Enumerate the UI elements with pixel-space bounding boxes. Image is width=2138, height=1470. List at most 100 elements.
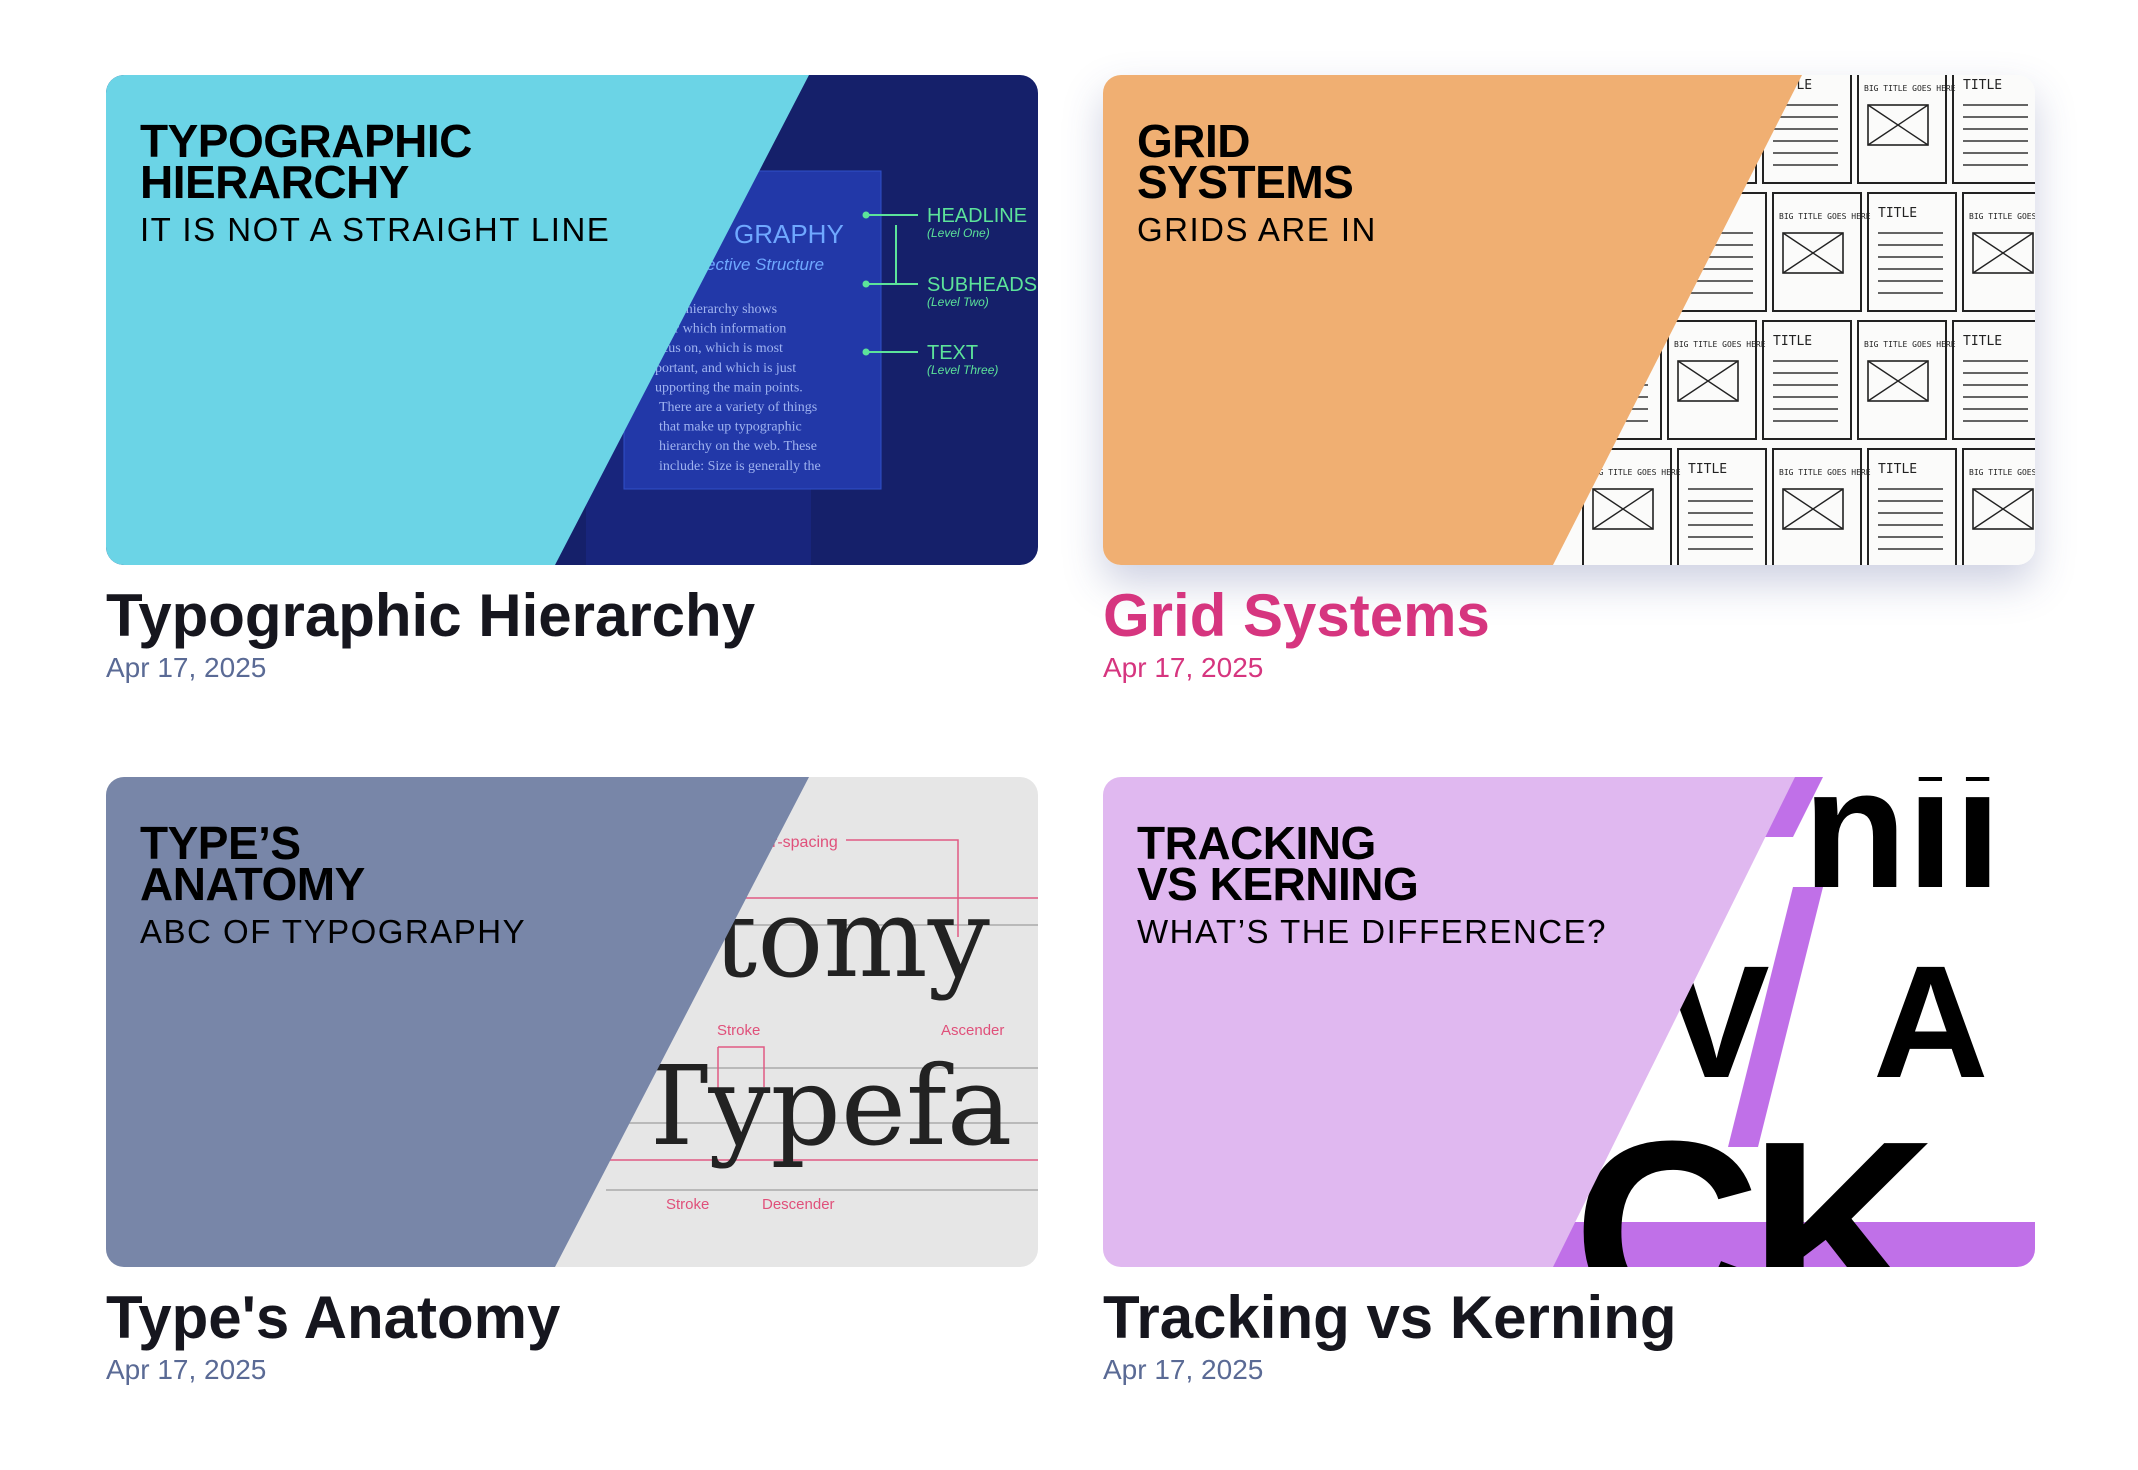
sketch-cell [1762, 320, 1852, 440]
article-date: Apr 17, 2025 [106, 1354, 267, 1385]
sketch-label: BIG TITLE GOES HERE [1969, 468, 2035, 477]
sketch-cell [1952, 75, 2035, 184]
article-banner: r-spacing tomy Stroke Ascender Typefa Stroke D… [106, 777, 1038, 1267]
banner-heading: TRACKING [1137, 817, 1376, 869]
sketch-label: BIG TITLE GOES HERE [1864, 84, 1956, 93]
banner-panel [106, 75, 809, 565]
article-date: Apr 17, 2025 [1103, 1354, 1264, 1385]
sketch-cell [1962, 192, 2035, 312]
sketch-label: TITLE [1963, 78, 2002, 93]
sketch-cell [1867, 192, 1957, 312]
banner-heading: VS KERNING [1137, 858, 1418, 910]
sketch-x [1782, 232, 1844, 274]
sketch-cell [1772, 192, 1862, 312]
sketch-cell [1857, 320, 1947, 440]
graphic-label: Stroke [717, 1022, 760, 1039]
sketch-x [1867, 104, 1929, 146]
banner-subheading: WHAT’S THE DIFFERENCE? [1137, 913, 1607, 950]
graphic-label: HEADLINE [927, 205, 1027, 227]
banner-heading: HIERARCHY [140, 156, 409, 208]
article-banner: nii V A CK TRACKING VS KERNING WHAT’S THE DIFF… [1103, 777, 2035, 1267]
sketch-x [1782, 488, 1844, 530]
graphic-label: Typefa [635, 1042, 1012, 1170]
banner-panel [106, 777, 809, 1267]
sketch-label: BIG TITLE GOES HERE [1779, 212, 1871, 221]
article-card[interactable]: TITLE BIG TITLE GOES HERE TITLE BIG TITLE G… [1103, 75, 2035, 685]
sketch-box [1782, 488, 1844, 530]
article-card[interactable]: r-spacing tomy Stroke Ascender Typefa Stroke D… [106, 777, 1038, 1387]
banner-art: r-spacing tomy Stroke Ascender Typefa Stroke D… [106, 777, 1038, 1267]
banner-heading: ANATOMY [140, 858, 365, 910]
article-banner: TITLE BIG TITLE GOES HERE TITLE BIG TITLE G… [1103, 75, 2035, 565]
graphic-label: tomy [713, 874, 990, 1002]
sketch-x [1972, 488, 2034, 530]
banner-heading: SYSTEMS [1137, 156, 1353, 208]
sketch-cell [1952, 320, 2035, 440]
banner-subheading: GRIDS ARE IN [1137, 211, 1377, 248]
sketch-box [1972, 488, 2034, 530]
article-title[interactable]: Grid Systems [1103, 582, 1490, 649]
article-card[interactable]: nii V A CK TRACKING VS KERNING WHAT’S THE DIFF… [1103, 777, 2035, 1387]
graphic-label: (Level Two) [927, 295, 989, 309]
article-title[interactable]: Tracking vs Kerning [1103, 1284, 1677, 1351]
sketch-label: BIG TITLE GOES HERE [1674, 340, 1766, 349]
banner-art: TITLE BIG TITLE GOES HERE TITLE BIG TITLE G… [1103, 75, 2035, 565]
stripe [1503, 1222, 2035, 1267]
article-card[interactable]: GRAPHY ective Structure aphy hierarchy sho… [106, 75, 1038, 685]
banner-subheading: ABC OF TYPOGRAPHY [140, 913, 526, 950]
sketch-cell [1667, 320, 1757, 440]
graphic-label: r-spacing [772, 834, 838, 851]
banner-panel [1103, 777, 1795, 1267]
sketch-x [1677, 360, 1739, 402]
stripe [1728, 887, 1823, 1147]
sketch-label: BIG TITLE GOES HERE [1864, 340, 1956, 349]
sketch-cell [1962, 448, 2035, 565]
article-title[interactable]: Type's Anatomy [106, 1284, 561, 1351]
bracket [717, 1046, 765, 1097]
article-date: Apr 17, 2025 [1103, 652, 1264, 683]
sketch-label: BIG TITLE GOES HERE [1969, 212, 2035, 221]
sketch-cell [1677, 448, 1767, 565]
sketch-x [1972, 232, 2034, 274]
graphic-label: Descender [762, 1196, 835, 1213]
article-banner: GRAPHY ective Structure aphy hierarchy sho… [106, 75, 1038, 565]
graphic-label: SUBHEADS [927, 274, 1037, 296]
sketch-label: TITLE [1688, 462, 1727, 477]
graphic-label: Ascender [941, 1022, 1004, 1039]
sketch-label: TITLE [1963, 334, 2002, 349]
sketch-box [1592, 488, 1654, 530]
sketch-box [1782, 232, 1844, 274]
banner-heading: GRID [1137, 115, 1250, 167]
graphic-letter: nii [1803, 777, 2001, 924]
banner-heading: TYPOGRAPHIC [140, 115, 472, 167]
bracket [846, 839, 959, 937]
banner-heading: TYPE’S [140, 817, 301, 869]
article-title[interactable]: Typographic Hierarchy [106, 582, 756, 649]
sketch-label: TITLE [1773, 334, 1812, 349]
graphic-label: portant, and which is just [655, 361, 796, 376]
sketch-box [1867, 104, 1929, 146]
graphic-label: ective Structure [706, 255, 824, 274]
sketch-box [1972, 232, 2034, 274]
graphic-letter: CK [1573, 1088, 1936, 1267]
graphic-label: include: Size is generally the [659, 459, 821, 474]
sketch-cell [1582, 448, 1672, 565]
graphic-label: upporting the main points. [655, 380, 803, 395]
sketch-cell [1867, 448, 1957, 565]
article-date: Apr 17, 2025 [106, 652, 267, 683]
sketch-cell [1857, 75, 1947, 184]
graphic-label: (Level Three) [927, 363, 998, 377]
sketch-label: BIG TITLE GOES HERE [1589, 468, 1681, 477]
graphic-label: hierarchy on the web. These [659, 439, 817, 454]
sketch-x [1867, 360, 1929, 402]
graphic-label: that make up typographic [659, 420, 802, 435]
sketch-label: TITLE [1878, 206, 1917, 221]
sketch-cell [1772, 448, 1862, 565]
sketch-box [1867, 360, 1929, 402]
graphic-label: Stroke [666, 1196, 709, 1213]
graphic-letter: A [1873, 932, 1989, 1111]
